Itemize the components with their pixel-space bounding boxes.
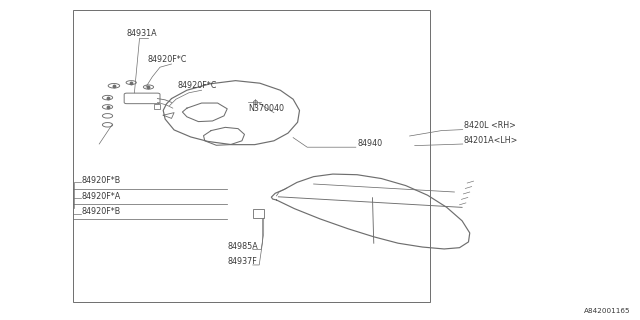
Text: 84920F*C: 84920F*C <box>147 55 187 64</box>
Text: A842001165: A842001165 <box>584 308 630 314</box>
Text: 84920F*A: 84920F*A <box>82 192 121 201</box>
Text: 84920F*B: 84920F*B <box>82 176 121 185</box>
Text: N370040: N370040 <box>248 104 284 113</box>
Text: 84920F*C: 84920F*C <box>178 81 218 90</box>
Text: 84201A<LH>: 84201A<LH> <box>464 136 518 145</box>
Text: 84920F*B: 84920F*B <box>82 207 121 216</box>
Text: 84937F: 84937F <box>227 257 257 266</box>
Text: 84931A: 84931A <box>126 29 157 38</box>
Bar <box>253 209 264 218</box>
Text: 84940: 84940 <box>357 139 382 148</box>
Bar <box>73 10 430 302</box>
Bar <box>154 104 160 109</box>
Text: 84985A: 84985A <box>227 242 258 251</box>
Text: 8420L <RH>: 8420L <RH> <box>464 121 516 130</box>
